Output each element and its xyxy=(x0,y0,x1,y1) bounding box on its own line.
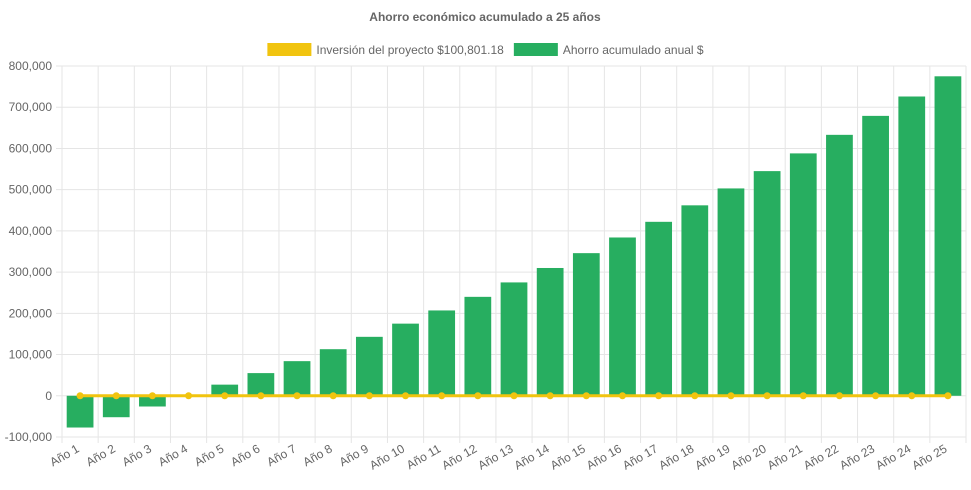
line-point xyxy=(727,392,735,400)
line-point xyxy=(76,392,84,400)
bar-ahorro xyxy=(428,310,456,396)
line-point xyxy=(257,392,265,400)
bar-ahorro xyxy=(102,395,130,418)
line-point xyxy=(329,392,337,400)
bar-ahorro xyxy=(609,237,636,396)
y-tick-label: 0 xyxy=(45,389,52,403)
line-point xyxy=(402,392,410,400)
x-tick-label: Año 15 xyxy=(548,441,588,472)
bar-ahorro xyxy=(247,373,275,396)
bar-ahorro xyxy=(934,76,962,396)
grid xyxy=(56,65,967,443)
bar-ahorro xyxy=(826,134,853,396)
bar-ahorro xyxy=(139,395,166,407)
bar-ahorro xyxy=(789,153,817,396)
bar-ahorro xyxy=(211,384,239,396)
x-tick-label: Año 13 xyxy=(476,441,516,472)
x-tick-label: Año 3 xyxy=(120,441,154,469)
chart-title: Ahorro económico acumulado a 25 años xyxy=(369,10,601,24)
line-point xyxy=(691,392,699,400)
x-tick-label: Año 10 xyxy=(367,441,407,472)
x-tick-label: Año 24 xyxy=(873,441,913,472)
line-point xyxy=(438,392,446,400)
legend-label: Inversión del proyecto $100,801.18 xyxy=(316,43,504,57)
bar-ahorro xyxy=(536,267,564,396)
line-point xyxy=(474,392,482,400)
bar-ahorro xyxy=(898,96,926,396)
x-tick-label: Año 12 xyxy=(439,441,479,472)
y-tick-label: 300,000 xyxy=(9,265,53,279)
bar-ahorro xyxy=(862,115,889,396)
bar-ahorro xyxy=(355,336,383,396)
y-tick-label: 500,000 xyxy=(9,183,53,197)
x-tick-label: Año 5 xyxy=(192,441,226,469)
line-point xyxy=(835,392,843,400)
x-tick-label: Año 17 xyxy=(620,441,660,472)
bar-ahorro xyxy=(645,221,673,396)
line-point xyxy=(582,392,590,400)
x-tick-label: Año 1 xyxy=(47,441,81,469)
line-point xyxy=(221,392,229,400)
x-tick-label: Año 25 xyxy=(909,441,949,472)
y-tick-label: 600,000 xyxy=(9,141,53,155)
line-point xyxy=(293,392,301,400)
bar-ahorro xyxy=(572,253,600,396)
line-point xyxy=(365,392,373,400)
x-tick-label: Año 6 xyxy=(228,441,262,469)
x-tick-label: Año 23 xyxy=(837,441,877,472)
line-point xyxy=(112,392,120,400)
line-point xyxy=(618,392,626,400)
line-point xyxy=(908,392,916,400)
line-point xyxy=(944,392,952,400)
legend-swatch xyxy=(513,43,558,56)
y-tick-label: 400,000 xyxy=(9,224,53,238)
bar-ahorro xyxy=(681,205,709,396)
bar-ahorro xyxy=(500,282,528,396)
legend-swatch xyxy=(267,43,312,56)
x-tick-label: Año 8 xyxy=(301,441,335,469)
x-axis: Año 1 Año 2 Año 3 Año 4 Año 5 Año 6 Año 7 Año 8… xyxy=(47,441,949,472)
legend: Inversión del proyecto $100,801.18 Ahorro… xyxy=(267,43,704,57)
x-tick-label: Año 18 xyxy=(656,441,696,472)
line-point xyxy=(148,392,156,400)
y-tick-label: 200,000 xyxy=(9,306,53,320)
y-axis: 800,000 700,000 600,000 500,000 400,000 300,0… xyxy=(5,59,53,444)
line-point xyxy=(510,392,518,400)
bar-ahorro xyxy=(753,171,781,396)
legend-label: Ahorro acumulado anual $ xyxy=(563,43,704,57)
line-point xyxy=(763,392,771,400)
x-tick-label: Año 11 xyxy=(404,441,443,472)
line-point xyxy=(872,392,880,400)
x-tick-label: Año 22 xyxy=(801,441,841,472)
x-tick-label: Año 9 xyxy=(337,441,371,469)
legend-item[interactable]: Ahorro acumulado anual $ xyxy=(513,43,704,57)
x-tick-label: Año 2 xyxy=(84,441,118,469)
y-tick-label: -100,000 xyxy=(5,430,53,444)
x-tick-label: Año 14 xyxy=(512,441,552,472)
x-tick-label: Año 16 xyxy=(584,441,624,472)
x-tick-label: Año 21 xyxy=(765,441,805,472)
x-tick-label: Año 20 xyxy=(729,441,769,472)
x-tick-label: Año 4 xyxy=(156,441,190,469)
line-point xyxy=(799,392,807,400)
line-point xyxy=(655,392,663,400)
line-series xyxy=(76,392,952,400)
y-tick-label: 100,000 xyxy=(9,348,53,362)
bar-ahorro xyxy=(319,349,347,396)
x-tick-label: Año 19 xyxy=(693,441,733,472)
line-point xyxy=(546,392,554,400)
bar-ahorro xyxy=(464,296,492,396)
line-point xyxy=(185,392,193,400)
bar-ahorro xyxy=(717,188,745,396)
bar-ahorro xyxy=(283,361,311,396)
x-tick-label: Año 7 xyxy=(264,441,298,469)
bar-ahorro xyxy=(66,395,94,428)
y-tick-label: 700,000 xyxy=(9,100,53,114)
bar-ahorro xyxy=(392,323,419,396)
legend-item[interactable]: Inversión del proyecto $100,801.18 xyxy=(267,43,504,57)
y-tick-label: 800,000 xyxy=(9,59,53,73)
bar-series xyxy=(66,76,962,428)
